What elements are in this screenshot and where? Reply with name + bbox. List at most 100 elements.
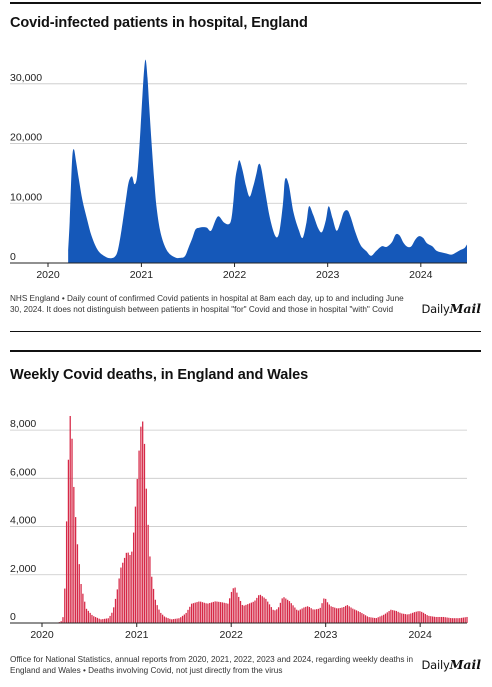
weekly-death-bar: [343, 607, 345, 623]
weekly-death-bar: [241, 604, 243, 623]
weekly-death-bar: [107, 618, 109, 623]
weekly-death-bar: [93, 616, 95, 623]
weekly-death-bar: [98, 618, 100, 623]
weekly-death-bar: [276, 609, 278, 623]
source-note: Office for National Statistics, annual r…: [10, 655, 414, 675]
weekly-death-bar: [171, 619, 173, 623]
weekly-death-bar: [402, 613, 405, 623]
weekly-death-bar: [143, 443, 146, 623]
weekly-death-bar: [194, 602, 196, 623]
weekly-death-bar: [328, 604, 330, 623]
weekly-death-bar: [67, 459, 70, 623]
top-rule: [10, 2, 481, 4]
weekly-death-bar: [196, 602, 198, 623]
y-tick-label: 2,000: [10, 563, 36, 575]
weekly-death-bar: [265, 598, 267, 623]
weekly-death-bar: [78, 564, 80, 623]
weekly-death-bar: [156, 605, 158, 623]
weekly-death-bar: [132, 532, 135, 623]
weekly-death-bar: [419, 611, 421, 623]
weekly-death-bar: [279, 602, 282, 623]
chart-title: Covid-infected patients in hospital, Eng…: [10, 15, 308, 31]
weekly-death-bar: [368, 617, 370, 623]
weekly-death-bar: [268, 604, 271, 623]
weekly-death-bar: [71, 438, 73, 623]
weekly-death-bar: [250, 602, 253, 623]
weekly-death-bar: [430, 616, 432, 623]
weekly-death-bar: [412, 612, 414, 623]
weekly-death-bar: [294, 607, 296, 623]
weekly-death-bar: [459, 618, 461, 623]
weekly-death-bar: [87, 610, 89, 623]
weekly-death-bar: [178, 618, 180, 623]
weekly-death-bar: [417, 611, 419, 623]
weekly-death-bar: [375, 618, 378, 623]
weekly-death-bar: [134, 506, 137, 623]
weekly-death-bar: [296, 609, 298, 623]
weekly-death-bar: [399, 612, 401, 623]
weekly-death-bar: [339, 607, 341, 623]
weekly-death-bar: [383, 614, 385, 623]
weekly-death-bar: [192, 603, 195, 623]
weekly-death-bar: [89, 612, 91, 623]
weekly-death-bar: [341, 607, 343, 623]
weekly-death-bar: [442, 616, 445, 623]
weekly-death-bar: [234, 587, 236, 623]
weekly-death-bar: [76, 544, 79, 623]
y-tick-label: 0: [10, 611, 16, 623]
weekly-death-bar: [377, 617, 379, 623]
weekly-death-bar: [346, 605, 349, 623]
weekly-death-bar: [129, 555, 131, 623]
x-tick-label: 2021: [130, 269, 154, 281]
deaths-chart-panel: Weekly Covid deaths, in England and Wale…: [10, 348, 481, 687]
weekly-death-bar: [306, 606, 309, 623]
weekly-death-bar: [335, 608, 338, 623]
weekly-death-bar: [219, 602, 222, 623]
weekly-death-bar: [372, 617, 374, 623]
weekly-death-bar: [165, 617, 167, 623]
weekly-death-bar: [64, 588, 66, 623]
daily-mail-logo: DailyMail: [421, 657, 481, 672]
weekly-death-bar: [200, 601, 202, 623]
weekly-death-bar: [337, 608, 339, 623]
weekly-death-bar: [348, 606, 350, 623]
weekly-death-bar: [406, 614, 408, 623]
weekly-death-bar: [158, 609, 160, 623]
weekly-death-bar: [413, 612, 416, 623]
weekly-death-bar: [332, 606, 334, 623]
weekly-death-bar: [451, 618, 454, 623]
weekly-death-bar: [145, 488, 147, 623]
weekly-death-bar: [212, 601, 214, 623]
weekly-death-bar: [267, 601, 269, 623]
weekly-death-bar: [189, 606, 191, 623]
weekly-death-bar: [455, 618, 457, 623]
weekly-death-bar: [290, 603, 292, 623]
weekly-death-bar: [140, 426, 142, 623]
weekly-death-bar: [172, 619, 175, 623]
weekly-death-bar: [136, 478, 138, 623]
weekly-death-bar: [258, 595, 260, 623]
weekly-death-bar: [263, 597, 265, 623]
weekly-death-bar: [437, 616, 439, 623]
weekly-death-bar: [247, 604, 249, 623]
weekly-death-bar: [457, 618, 459, 623]
weekly-death-bar: [207, 603, 209, 623]
weekly-death-bar: [344, 605, 347, 623]
weekly-death-bar: [82, 593, 84, 623]
x-tick-label: 2022: [223, 269, 247, 281]
weekly-death-bar: [122, 562, 124, 623]
weekly-death-bar: [131, 551, 133, 623]
weekly-death-bar: [198, 601, 200, 623]
weekly-death-bar: [446, 617, 448, 623]
weekly-death-bar: [431, 616, 434, 623]
weekly-death-bar: [94, 617, 97, 623]
weekly-death-bar: [424, 613, 426, 623]
weekly-death-bar: [381, 615, 383, 623]
weekly-death-bar: [422, 612, 425, 623]
weekly-death-bar: [201, 602, 204, 623]
weekly-death-bar: [299, 609, 301, 623]
daily-mail-logo: DailyMail: [421, 301, 481, 316]
weekly-death-bar: [433, 616, 436, 623]
weekly-death-bar: [216, 601, 218, 623]
weekly-death-bar: [466, 616, 468, 623]
